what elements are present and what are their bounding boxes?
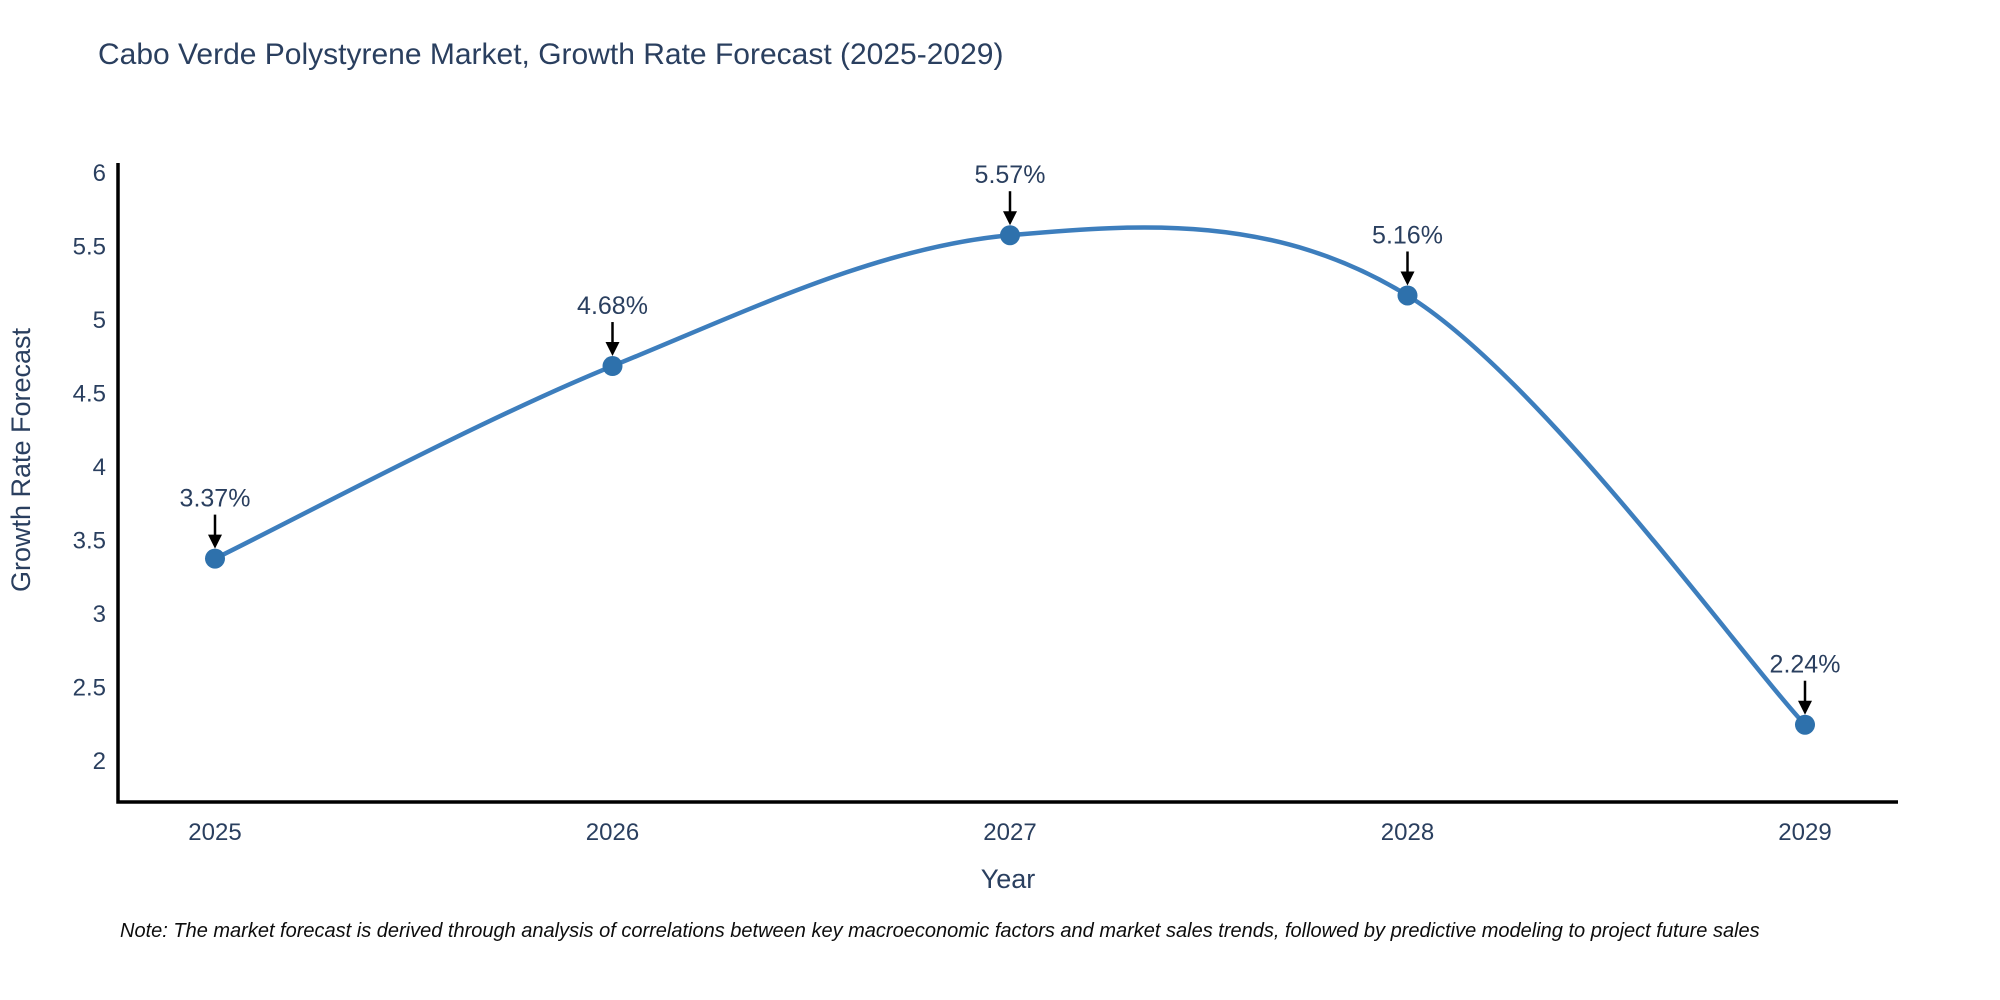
- point-annotations: 3.37% 4.68% 5.57% 5.16% 2.24%: [180, 161, 1841, 715]
- y-tick-label: 5.5: [73, 234, 106, 261]
- annotation-arrowhead-icon: [208, 534, 222, 549]
- y-tick-label: 4: [93, 454, 106, 481]
- y-tick-label: 2: [93, 748, 106, 775]
- data-point-annotation: 5.57%: [975, 161, 1046, 189]
- annotation-arrowhead-icon: [605, 342, 620, 357]
- annotation-arrowhead-icon: [1003, 211, 1017, 226]
- y-axis-title: Growth Rate Forecast: [6, 327, 36, 592]
- x-tick-label: 2025: [188, 819, 241, 846]
- x-tick-label: 2029: [1778, 819, 1831, 846]
- axis-lines: [116, 163, 1898, 804]
- y-axis-tick-labels: 2 2.5 3 3.5 4 4.5 5 5.5 6: [73, 160, 106, 775]
- data-point-marker: [1000, 225, 1020, 246]
- y-tick-label: 4.5: [73, 381, 106, 408]
- x-tick-label: 2026: [586, 819, 639, 846]
- y-tick-label: 3.5: [73, 528, 106, 555]
- y-tick-label: 3: [93, 601, 106, 628]
- x-axis-title: Year: [981, 864, 1036, 894]
- data-point-annotation: 4.68%: [577, 292, 648, 320]
- data-point-marker: [205, 548, 225, 569]
- data-point-annotation: 3.37%: [180, 485, 251, 513]
- x-axis-tick-labels: 2025 2026 2027 2028 2029: [188, 819, 1831, 846]
- y-tick-label: 2.5: [73, 675, 106, 702]
- annotation-arrowhead-icon: [1798, 700, 1812, 715]
- line-series: [205, 225, 1815, 735]
- y-tick-label: 5: [93, 307, 106, 334]
- data-point-annotation: 5.16%: [1372, 221, 1443, 249]
- annotation-arrowhead-icon: [1400, 271, 1415, 286]
- data-point-annotation: 2.24%: [1770, 651, 1841, 679]
- data-point-marker: [602, 356, 623, 377]
- footnote: Note: The market forecast is derived thr…: [120, 920, 1760, 942]
- data-point-marker: [1397, 285, 1418, 306]
- x-tick-label: 2027: [983, 819, 1036, 846]
- chart-title: Cabo Verde Polystyrene Market, Growth Ra…: [98, 38, 1004, 71]
- line-series-path: [214, 225, 1807, 727]
- x-tick-label: 2028: [1381, 819, 1434, 846]
- data-point-marker: [1795, 714, 1815, 735]
- y-tick-label: 6: [93, 160, 106, 187]
